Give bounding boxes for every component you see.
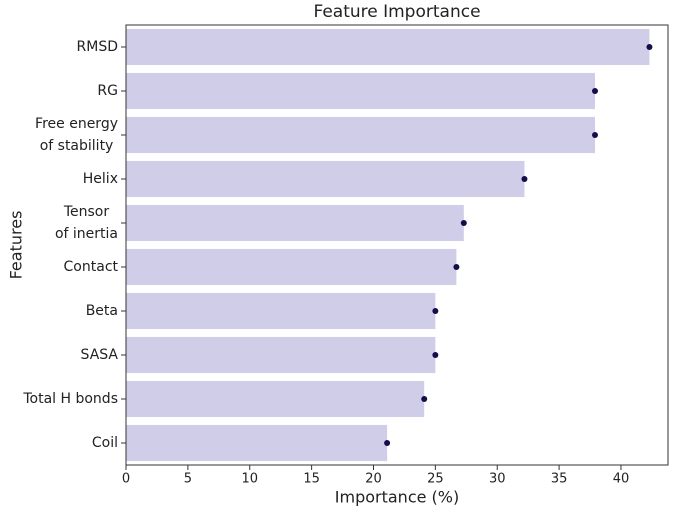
bar-end-marker — [432, 308, 439, 314]
y-tick-label: RG — [97, 83, 118, 99]
y-tick-label: SASA — [80, 347, 118, 363]
y-tick-label: Contact — [63, 259, 118, 275]
plot-frame — [125, 24, 669, 466]
bar-end-marker — [646, 44, 653, 50]
bar — [126, 248, 457, 286]
bar — [126, 160, 525, 198]
y-tick-label: RMSD — [76, 39, 118, 55]
x-tick-label: 35 — [551, 472, 568, 487]
bar — [126, 424, 388, 462]
chart-title: Feature Importance — [313, 2, 480, 22]
x-tick-label: 30 — [489, 472, 506, 487]
x-tick-label: 0 — [122, 472, 130, 487]
bar — [126, 116, 595, 154]
bar — [126, 72, 595, 110]
x-tick-label: 40 — [613, 472, 630, 487]
bar-end-marker — [521, 176, 528, 182]
x-tick-label: 20 — [365, 472, 382, 487]
y-tick-label: Beta — [85, 303, 118, 319]
x-tick-label: 5 — [184, 472, 192, 487]
bar — [126, 204, 464, 242]
y-axis-label: Features — [7, 211, 26, 280]
x-tick-label: 25 — [427, 472, 444, 487]
bar — [126, 380, 425, 418]
bar-end-marker — [384, 440, 391, 446]
bar-end-marker — [432, 352, 439, 358]
bar-end-marker — [421, 396, 428, 402]
y-tick-label: Tensor of inertia — [54, 204, 118, 242]
y-tick-label: Total H bonds — [23, 391, 118, 407]
bar — [126, 336, 436, 374]
bar — [126, 28, 650, 66]
bar-end-marker — [460, 220, 467, 226]
bar-end-marker — [453, 264, 460, 270]
x-tick-label: 10 — [241, 472, 258, 487]
y-tick-label: Helix — [82, 171, 118, 187]
bar-end-marker — [591, 88, 598, 94]
x-axis-label: Importance (%) — [335, 488, 459, 507]
bar — [126, 292, 436, 330]
bar-end-marker — [591, 132, 598, 138]
x-tick-label: 15 — [303, 472, 320, 487]
y-tick-label: Free energy of stability — [35, 116, 118, 154]
y-tick-label: Coil — [91, 435, 118, 451]
